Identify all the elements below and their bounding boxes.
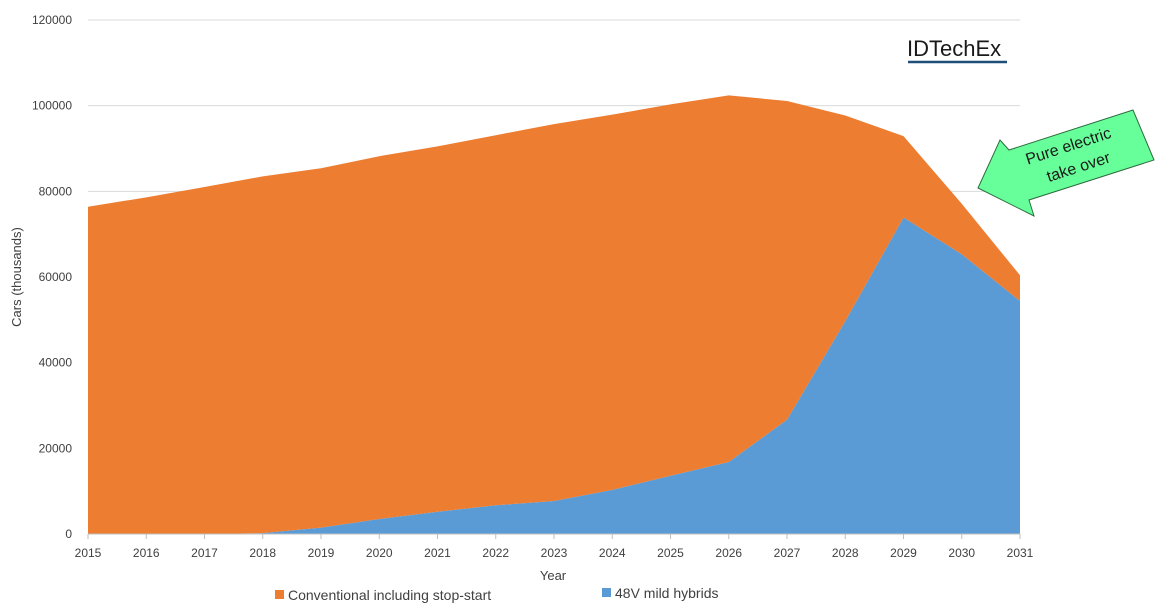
x-tick-label-2024: 2024 bbox=[599, 546, 626, 560]
legend: Conventional including stop-start 48V mi… bbox=[275, 585, 719, 603]
x-tick-label-2019: 2019 bbox=[308, 546, 335, 560]
x-tick-label-2020: 2020 bbox=[366, 546, 393, 560]
y-tick-label-120000: 120000 bbox=[32, 13, 72, 27]
x-tick-label-2029: 2029 bbox=[890, 546, 917, 560]
x-tick-label-2021: 2021 bbox=[424, 546, 451, 560]
area-conventional-including-stop-start bbox=[88, 95, 1020, 534]
y-tick-label-100000: 100000 bbox=[32, 99, 72, 113]
x-tick-label-2023: 2023 bbox=[541, 546, 568, 560]
area-48v-mild-hybrids bbox=[88, 217, 1020, 534]
x-tick-label-2031: 2031 bbox=[1007, 546, 1034, 560]
x-tick-label-2026: 2026 bbox=[715, 546, 742, 560]
x-tick-label-2027: 2027 bbox=[774, 546, 801, 560]
x-axis-title: Year bbox=[540, 568, 567, 583]
y-tick-label-60000: 60000 bbox=[39, 270, 73, 284]
x-tick-label-2025: 2025 bbox=[657, 546, 684, 560]
legend-swatch-conventional bbox=[275, 590, 284, 599]
legend-label-conventional: Conventional including stop-start bbox=[288, 587, 491, 603]
y-tick-label-0: 0 bbox=[65, 527, 72, 541]
brand-name: IDTechEx bbox=[907, 36, 1001, 61]
x-tick-label-2016: 2016 bbox=[133, 546, 160, 560]
y-axis-title: Cars (thousands) bbox=[9, 227, 24, 327]
plot-areas bbox=[88, 95, 1020, 534]
x-tick-label-2022: 2022 bbox=[482, 546, 509, 560]
x-tick-label-2028: 2028 bbox=[832, 546, 859, 560]
legend-swatch-mild-hybrids bbox=[602, 588, 611, 597]
callout-arrow: Pure electric take over bbox=[977, 109, 1155, 217]
x-tick-label-2030: 2030 bbox=[948, 546, 975, 560]
x-tick-label-2015: 2015 bbox=[75, 546, 102, 560]
axes: 0 20000 40000 60000 80000 100000 120000 2015 201… bbox=[32, 13, 1034, 560]
brand-logo: IDTechEx bbox=[907, 36, 1007, 64]
callout-arrow-shape bbox=[977, 109, 1155, 217]
x-tick-label-2017: 2017 bbox=[191, 546, 218, 560]
legend-label-mild-hybrids: 48V mild hybrids bbox=[615, 585, 719, 601]
y-tick-label-20000: 20000 bbox=[39, 441, 73, 455]
y-tick-label-80000: 80000 bbox=[39, 184, 73, 198]
x-tick-label-2018: 2018 bbox=[249, 546, 276, 560]
y-tick-label-40000: 40000 bbox=[39, 356, 73, 370]
